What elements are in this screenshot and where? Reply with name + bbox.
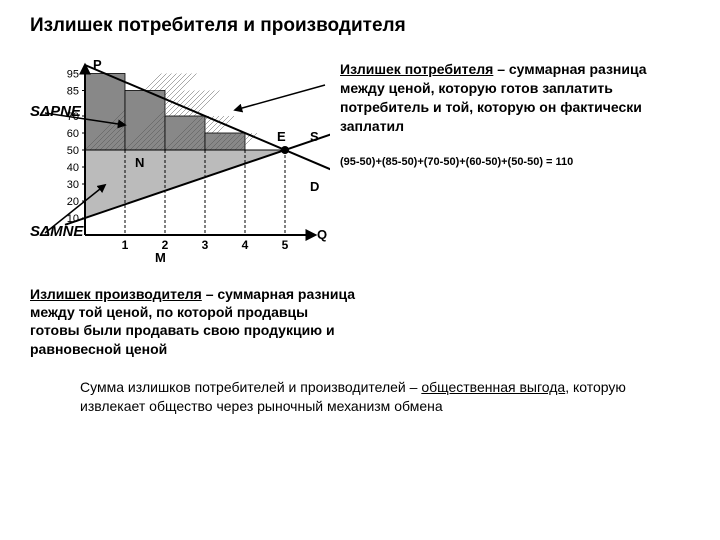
label-e: E [277,129,286,144]
svg-text:5: 5 [282,238,289,252]
consumer-surplus-definition: Излишек потребителя – суммарная разница … [340,60,690,136]
producer-surplus-definition: Излишек производителя – суммарная разниц… [30,285,360,358]
page-title: Излишек потребителя и производителя [30,15,690,37]
svg-text:P: P [93,57,102,72]
consumer-def-term: Излишек потребителя [340,61,493,77]
summary-underline: общественная выгода [421,379,565,395]
svg-text:95: 95 [67,69,79,81]
svg-text:20: 20 [67,196,79,208]
top-row: SΔPNE SΔMNE N M E S D 958570605040302010… [30,55,690,273]
label-spne: SΔPNE [30,103,81,120]
right-column: Излишек потребителя – суммарная разница … [340,55,690,168]
label-smne: SΔMNE [30,223,83,240]
label-d: D [310,179,319,194]
calculation-line: (95-50)+(85-50)+(70-50)+(60-50)+(50-50) … [340,156,690,168]
svg-text:40: 40 [67,162,79,174]
svg-text:Q: Q [317,227,327,242]
svg-text:85: 85 [67,86,79,98]
svg-text:4: 4 [242,238,249,252]
svg-text:50: 50 [67,145,79,157]
label-s: S [310,129,319,144]
summary-pre: Сумма излишков потребителей и производит… [80,379,421,395]
svg-text:3: 3 [202,238,209,252]
svg-text:60: 60 [67,128,79,140]
summary-text: Сумма излишков потребителей и производит… [80,378,660,416]
chart-column: SΔPNE SΔMNE N M E S D 958570605040302010… [30,55,330,273]
label-n: N [135,155,144,170]
svg-text:1: 1 [122,238,129,252]
producer-def-term: Излишек производителя [30,286,202,302]
label-m: M [155,250,166,265]
svg-text:30: 30 [67,179,79,191]
